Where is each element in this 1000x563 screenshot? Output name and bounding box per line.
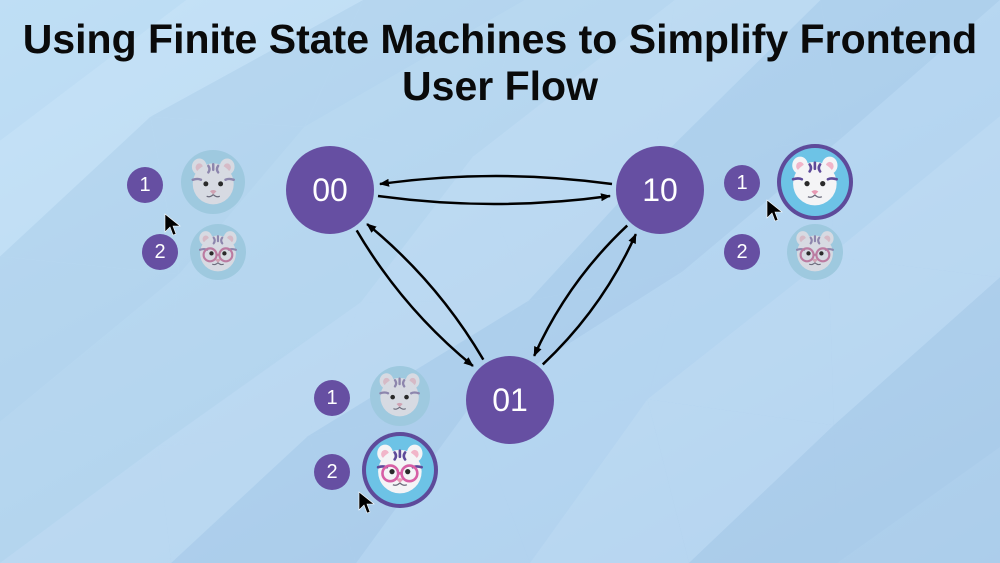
edge-01-00: [367, 224, 483, 360]
edge-00-10: [378, 196, 610, 204]
cursor-icon: [162, 212, 184, 243]
edge-01-10: [543, 234, 636, 364]
edge-10-00: [380, 176, 612, 184]
cursor-icon: [764, 198, 786, 229]
page-title: Using Finite State Machines to Simplify …: [0, 16, 1000, 110]
cursor-icon: [356, 490, 378, 521]
edge-00-01: [357, 230, 473, 366]
edge-10-01: [534, 226, 627, 356]
